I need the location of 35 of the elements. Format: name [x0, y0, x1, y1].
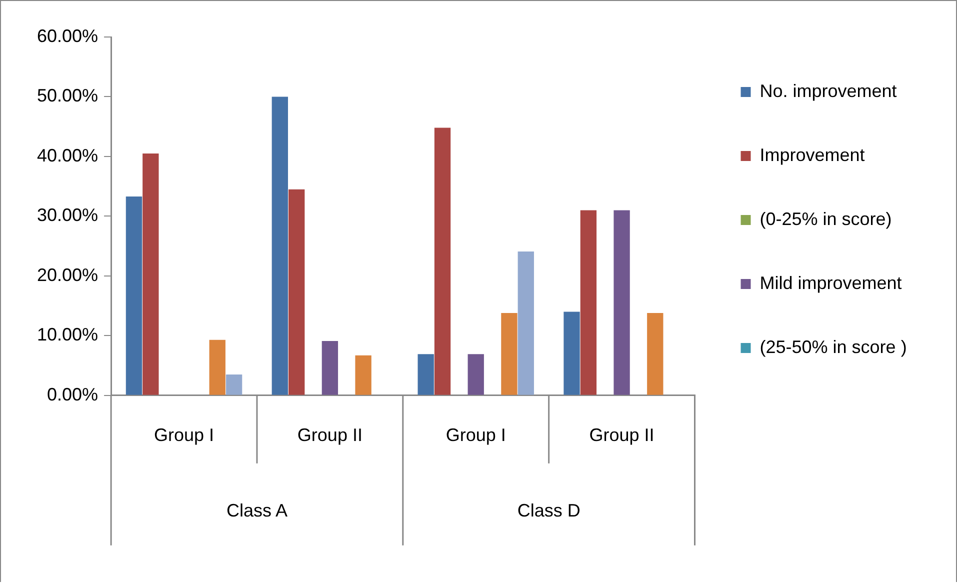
- bar: [501, 312, 518, 395]
- bar: [468, 354, 484, 395]
- legend-label: No. improvement: [760, 80, 897, 101]
- x-tick-label: Group I: [154, 425, 214, 446]
- bar: [142, 153, 159, 395]
- y-tick-label: 20.00%: [36, 264, 98, 285]
- x-tick-label: Group I: [446, 425, 506, 446]
- bar: [564, 312, 580, 395]
- bar: [226, 374, 242, 395]
- bar: [647, 312, 664, 395]
- legend-label: Improvement: [760, 144, 865, 165]
- y-tick-label: 0.00%: [47, 384, 98, 404]
- legend-label: Mild improvement: [760, 272, 902, 293]
- bar: [288, 189, 305, 395]
- bar: [418, 354, 434, 395]
- x-tick-label: Group II: [297, 425, 362, 446]
- y-tick-label: 40.00%: [36, 145, 98, 166]
- text: Class D: [517, 500, 580, 520]
- y-tick-label: 50.00%: [36, 86, 98, 106]
- y-tick-label: 60.00%: [36, 26, 98, 46]
- y-tick-label: 30.00%: [36, 205, 98, 226]
- y-tick-label: 10.00%: [36, 324, 98, 345]
- bar: [518, 251, 534, 395]
- bar: [322, 341, 338, 395]
- bar: [434, 128, 451, 395]
- bar: [355, 355, 372, 395]
- legend-label: (0-25% in score): [760, 208, 892, 229]
- bar: [126, 196, 142, 395]
- bar: [209, 340, 226, 395]
- x-tick-label: Group II: [589, 425, 654, 446]
- bar: [614, 210, 630, 395]
- legend-label: (25-50% in score ): [760, 336, 907, 357]
- text: Class A: [226, 500, 288, 520]
- bar: [272, 96, 288, 395]
- bar: [580, 210, 597, 395]
